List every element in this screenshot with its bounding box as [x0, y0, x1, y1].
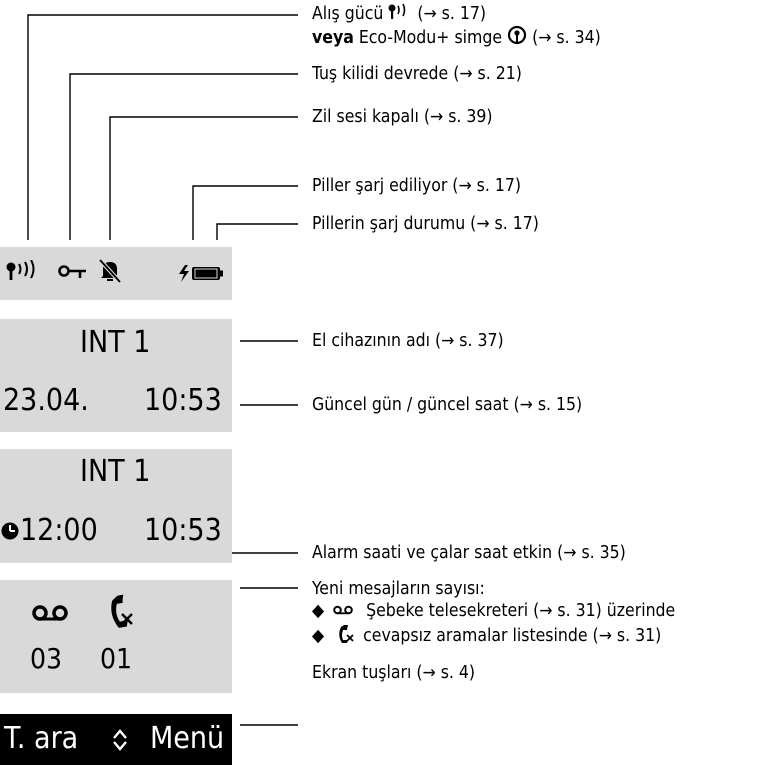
alarm-clock-icon: [1, 522, 19, 540]
handset-name: INT 1: [80, 454, 151, 489]
signal-icon: [6, 260, 35, 280]
charging-battery-icon: [179, 265, 223, 282]
ringer-off-icon: [98, 258, 122, 284]
voicemail-icon: [32, 605, 68, 621]
annotation-network-mailbox: ◆ Şebeke telesekreteri (→ s. 31) üzerind…: [312, 601, 676, 621]
softkey-bar: T. ara Menü: [0, 714, 232, 765]
status-bar-panel: [0, 247, 232, 300]
missed-call-icon: [339, 625, 354, 643]
idle-display-panel: INT 1 23.04. 10:53: [0, 319, 232, 432]
annotation-missed-calls: ◆ cevapsız aramalar listesinde (→ s. 31): [312, 625, 662, 646]
alarm-time: 12:00: [20, 513, 98, 548]
annotation-handset-name: El cihazının adı (→ s. 37): [312, 331, 504, 351]
eco-mode-icon: [507, 25, 527, 45]
current-date: 23.04.: [3, 383, 89, 418]
current-time: 10:53: [144, 513, 222, 548]
bullet-icon: ◆: [312, 626, 325, 646]
softkey-right[interactable]: Menü: [150, 721, 225, 756]
missed-call-count: 01: [100, 642, 133, 675]
mailbox-count: 03: [30, 642, 63, 675]
annotation-eco-mode: veya Eco-Modu+ simge (→ s. 34): [312, 25, 601, 48]
annotation-keypad-lock: Tuş kilidi devrede (→ s. 21): [312, 64, 522, 84]
annotation-batteries-charging: Piller şarj ediliyor (→ s. 17): [312, 176, 522, 196]
annotation-reception-strength: Alış gücü (→ s. 17): [312, 3, 487, 24]
missed-call-icon: [111, 594, 133, 628]
alarm-display-panel: INT 1 12:00 10:53: [0, 449, 232, 563]
handset-name: INT 1: [80, 325, 151, 360]
bullet-icon: ◆: [312, 601, 325, 621]
annotation-battery-status: Pillerin şarj durumu (→ s. 17): [312, 214, 539, 234]
up-down-arrow-icon[interactable]: [112, 728, 128, 752]
current-time: 10:53: [144, 383, 222, 418]
messages-display-panel: 03 01: [0, 580, 232, 693]
signal-icon: [388, 3, 406, 19]
annotation-alarm: Alarm saati ve çalar saat etkin (→ s. 35…: [312, 543, 626, 563]
annotation-display-keys: Ekran tuşları (→ s. 4): [312, 663, 476, 683]
voicemail-icon: [333, 605, 353, 615]
annotation-new-messages: Yeni mesajların sayısı:: [312, 579, 485, 599]
annotation-ringer-off: Zil sesi kapalı (→ s. 39): [312, 107, 493, 127]
annotation-date-time: Güncel gün / güncel saat (→ s. 15): [312, 395, 583, 415]
softkey-left[interactable]: T. ara: [4, 721, 79, 756]
key-lock-icon: [58, 265, 86, 278]
